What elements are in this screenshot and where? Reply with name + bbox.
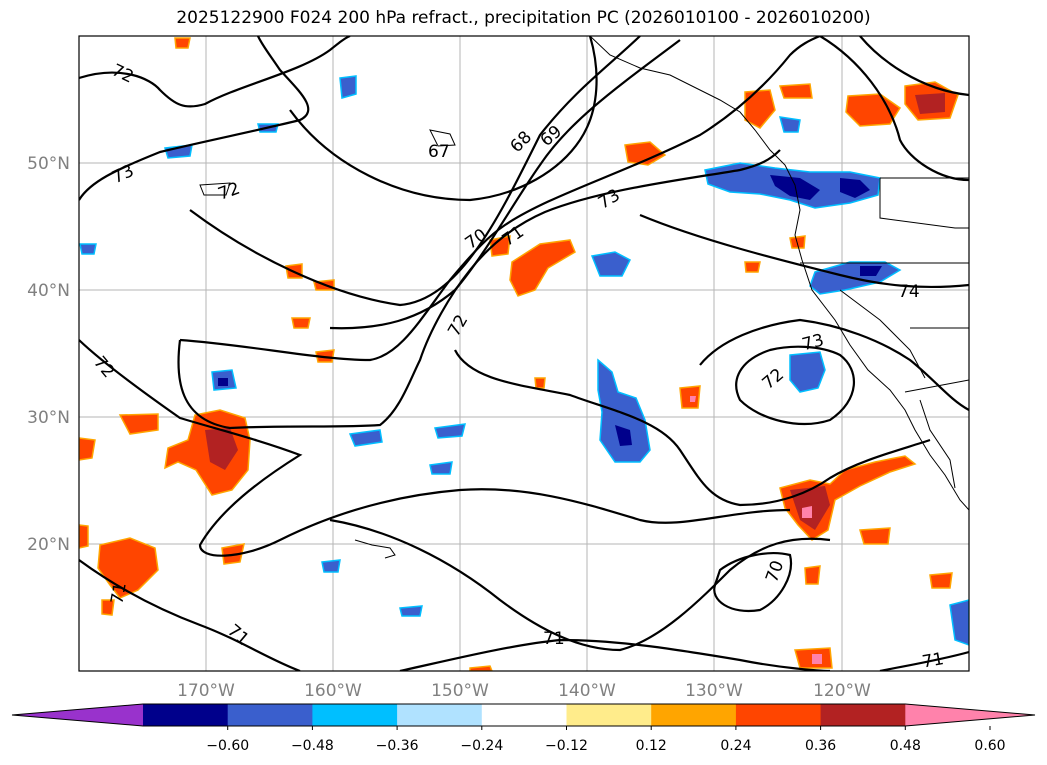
contour-73-central (454, 349, 931, 507)
lon-label-150: 150°W (431, 681, 489, 701)
neg-precip-central (597, 358, 651, 463)
contour-74 (639, 213, 969, 289)
colorbar-tick-label: 0.24 (720, 738, 751, 754)
svg-text:71: 71 (921, 649, 946, 672)
colorbar-extend-low (12, 704, 143, 726)
precip-shading (79, 37, 969, 671)
colorbar-segment (143, 704, 229, 726)
contour-69 (329, 39, 681, 330)
colorbar-tick-label: 0.36 (805, 738, 836, 754)
lon-label-140: 140°W (558, 681, 616, 701)
contour-73-east (699, 318, 969, 411)
map-frame (78, 35, 970, 672)
contour-70-south (713, 552, 793, 613)
contour-71-bottom (399, 638, 831, 671)
pos-precip-central (509, 239, 576, 297)
lat-label-40: 40°N (27, 281, 70, 301)
neg-precip-socal (789, 351, 826, 393)
lat-label-30: 30°N (27, 408, 70, 428)
colorbar-segment (312, 704, 398, 726)
svg-text:71: 71 (543, 629, 565, 649)
colorbar-extend-high (905, 704, 1035, 726)
lat-label-50: 50°N (27, 154, 70, 174)
contour-71-south (79, 559, 301, 671)
colorbar-tick-label: −0.36 (376, 738, 419, 754)
contour-67 (289, 36, 598, 202)
colorbar-tick-label: 0.60 (974, 738, 1005, 754)
svg-text:74: 74 (898, 282, 920, 302)
lon-label-160: 160°W (304, 681, 362, 701)
refractivity-contours (79, 36, 969, 671)
colorbar-segment (566, 704, 652, 726)
lon-label-120: 120°W (813, 681, 871, 701)
map-title: 2025122900 F024 200 hPa refract., precip… (176, 8, 871, 28)
contour-70 (179, 36, 821, 362)
contour-71-lower (329, 518, 831, 652)
longitude-labels: 170°W 160°W 150°W 140°W 130°W 120°W (177, 681, 871, 701)
colorbar-segment (227, 704, 313, 726)
contour-loop-ne (819, 36, 969, 182)
colorbar-segment (735, 704, 822, 726)
colorbar-segment (481, 704, 567, 726)
contour-71 (177, 149, 781, 430)
colorbar-tick-label: −0.60 (206, 738, 249, 754)
colorbar-tick-label: −0.48 (291, 738, 334, 754)
colorbar: −0.60 −0.48 −0.36 −0.24 −0.12 0.12 0.24 0.36 0.4… (11, 703, 1036, 754)
contour-72-northwest (79, 36, 351, 108)
lat-label-20: 20°N (27, 535, 70, 555)
lon-label-170: 170°W (177, 681, 235, 701)
svg-text:67: 67 (428, 142, 450, 162)
latitude-labels: 50°N 40°N 30°N 20°N (27, 154, 70, 555)
colorbar-tick-label: 0.48 (890, 738, 921, 754)
contour-68 (189, 36, 641, 307)
colorbar-tick-label: −0.12 (545, 738, 588, 754)
contour-loop-nw (859, 36, 969, 97)
colorbar-segment (397, 704, 483, 726)
lon-label-130: 130°W (685, 681, 743, 701)
svg-text:71: 71 (107, 581, 130, 606)
contour-73-northwest (79, 36, 310, 201)
contour-72-central (79, 339, 791, 557)
contour-71-se (879, 650, 969, 671)
colorbar-tick-label: 0.12 (636, 738, 667, 754)
contour-72-east (735, 345, 855, 426)
colorbar-tick-label: −0.24 (460, 738, 503, 754)
colorbar-segment (820, 704, 906, 726)
colorbar-outline (11, 703, 1036, 727)
colorbar-segment (651, 704, 737, 726)
coastlines (199, 36, 969, 559)
